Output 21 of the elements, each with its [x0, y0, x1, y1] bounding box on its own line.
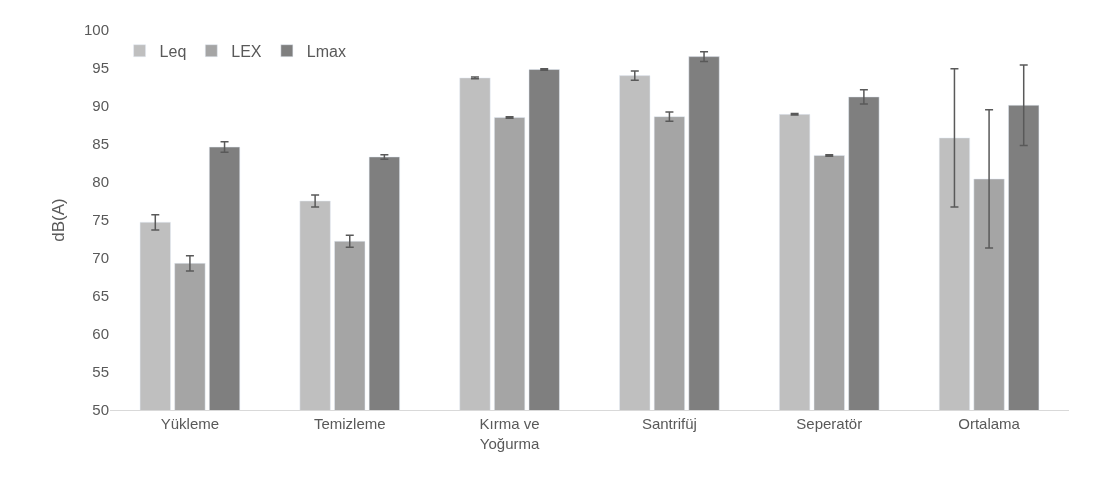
y-tick-label: 60: [92, 325, 109, 343]
y-tick-label: 85: [92, 135, 109, 153]
y-tick-label: 75: [92, 211, 109, 229]
y-tick-label: 50: [92, 401, 109, 419]
x-tick-label: Ortalama: [958, 415, 1021, 432]
x-tick-label: Temizleme: [313, 415, 386, 432]
legend-label: Leq: [159, 42, 187, 60]
y-tick-label: 55: [92, 363, 109, 381]
legend-label: LEX: [231, 42, 262, 60]
y-tick-label: 65: [92, 287, 109, 305]
y-tick-label: 80: [92, 173, 109, 191]
x-tick-label: Santrifüj: [641, 415, 697, 432]
x-tick-label: Kırma ve Yoğurma: [479, 415, 540, 452]
y-axis-title: dB(A): [48, 198, 68, 242]
y-tick-label: 70: [92, 249, 109, 267]
y-tick-label: 100: [83, 21, 109, 39]
x-tick-label: Yükleme: [160, 415, 220, 432]
x-tick-label: Seperatör: [796, 415, 863, 432]
y-tick-label: 90: [92, 97, 109, 115]
legend-label: Lmax: [306, 42, 346, 60]
y-tick-label: 95: [92, 59, 109, 77]
